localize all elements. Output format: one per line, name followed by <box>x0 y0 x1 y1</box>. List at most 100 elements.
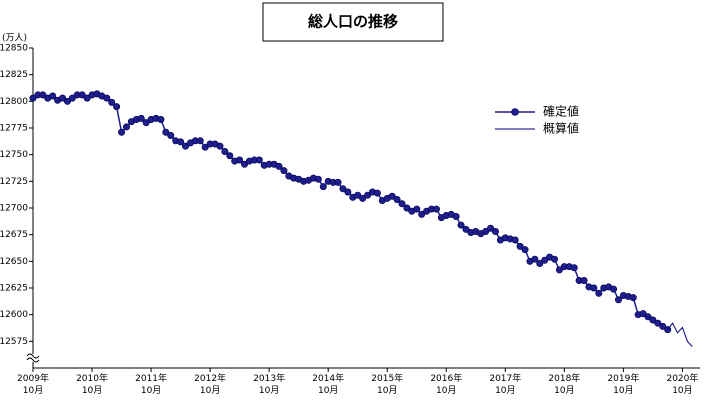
data-point <box>39 91 47 99</box>
data-point <box>364 191 372 199</box>
data-point <box>157 115 165 123</box>
y-tick-label: 12575 <box>0 337 28 347</box>
y-tick-label: 12775 <box>0 124 28 134</box>
y-tick-label: 12675 <box>0 230 28 240</box>
data-point <box>122 123 130 131</box>
data-point <box>413 205 421 213</box>
data-point <box>137 114 145 122</box>
x-tick-label: 2012年 10月 <box>194 372 226 396</box>
data-point <box>516 242 524 250</box>
x-tick-label: 2019年 10月 <box>607 372 639 396</box>
data-point <box>319 183 327 191</box>
title-box <box>262 2 444 42</box>
x-tick-label: 2016年 10月 <box>430 372 462 396</box>
data-point <box>103 94 111 102</box>
data-point <box>162 128 170 136</box>
y-tick-label: 12825 <box>0 70 28 80</box>
data-point <box>462 225 470 233</box>
data-point <box>403 204 411 212</box>
y-tick-label: 12725 <box>0 177 28 187</box>
data-point <box>521 246 529 254</box>
data-point <box>373 189 381 197</box>
data-point <box>113 103 121 111</box>
data-point <box>241 160 249 168</box>
y-tick-label: 12700 <box>0 204 28 214</box>
data-point <box>167 131 175 139</box>
x-tick-label: 2014年 10月 <box>312 372 344 396</box>
data-point <box>78 91 86 99</box>
data-point <box>654 319 662 327</box>
data-point <box>388 192 396 200</box>
data-point <box>118 128 126 136</box>
data-point <box>182 142 190 150</box>
data-point <box>236 156 244 164</box>
data-point <box>639 310 647 318</box>
y-tick-label: 12750 <box>0 150 28 160</box>
data-point <box>226 152 234 160</box>
data-point <box>590 284 598 292</box>
data-point <box>280 167 288 175</box>
data-point <box>49 92 57 100</box>
x-tick-label: 2017年 10月 <box>489 372 521 396</box>
data-point <box>314 175 322 183</box>
data-point <box>359 194 367 202</box>
data-point <box>629 294 637 302</box>
data-point <box>659 322 667 330</box>
data-point <box>68 94 76 102</box>
data-point <box>555 266 563 274</box>
y-axis-label: (万人) <box>2 33 27 44</box>
data-point <box>610 285 618 293</box>
data-point <box>432 205 440 213</box>
y-tick-label: 12850 <box>0 44 28 54</box>
y-tick-label: 12800 <box>0 97 28 107</box>
x-tick-label: 2009年 10月 <box>17 372 49 396</box>
data-point <box>354 191 362 199</box>
x-tick-label: 2018年 10月 <box>548 372 580 396</box>
data-point <box>221 147 229 155</box>
data-point <box>482 227 490 235</box>
legend-marker <box>511 108 519 116</box>
data-point <box>255 156 263 164</box>
y-tick-label: 12625 <box>0 284 28 294</box>
series-line <box>667 322 693 348</box>
x-tick-label: 2010年 10月 <box>76 372 108 396</box>
x-tick-label: 2011年 10月 <box>135 372 167 396</box>
data-point <box>418 210 426 218</box>
data-point <box>649 316 657 324</box>
data-point <box>551 255 559 263</box>
chart-title: 総人口の推移 <box>308 13 398 31</box>
data-point <box>275 162 283 170</box>
x-tick-label: 2013年 10月 <box>253 372 285 396</box>
data-point <box>216 142 224 150</box>
data-point <box>196 137 204 145</box>
data-point <box>177 138 185 146</box>
data-point <box>487 224 495 232</box>
data-point <box>393 195 401 203</box>
data-point <box>63 97 71 105</box>
data-point <box>570 264 578 272</box>
data-point <box>201 143 209 151</box>
data-point <box>29 94 37 102</box>
x-tick-label: 2020年 10月 <box>666 372 698 396</box>
data-point <box>398 200 406 208</box>
legend-label: 確定値 <box>543 104 579 119</box>
data-point <box>491 227 499 235</box>
axis-break <box>26 353 40 363</box>
data-point <box>344 188 352 196</box>
data-point <box>142 119 150 127</box>
data-point <box>531 255 539 263</box>
data-point <box>452 213 460 221</box>
data-point <box>334 178 342 186</box>
data-point <box>59 94 67 102</box>
data-point <box>614 296 622 304</box>
y-tick-label: 12650 <box>0 257 28 267</box>
data-point <box>536 259 544 267</box>
y-tick-label: 12600 <box>0 310 28 320</box>
x-tick-label: 2015年 10月 <box>371 372 403 396</box>
data-point <box>595 289 603 297</box>
data-point <box>644 313 652 321</box>
data-point <box>511 236 519 244</box>
data-point <box>339 185 347 193</box>
data-point <box>457 221 465 229</box>
